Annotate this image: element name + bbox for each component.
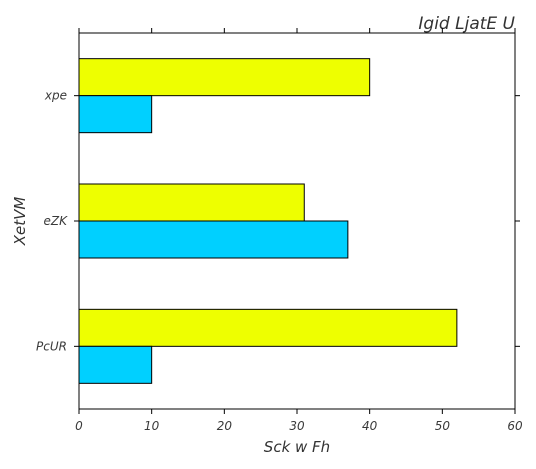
x-tick-label: 40 <box>362 419 378 433</box>
ticks-layer: xpe eZK PcUR 0 10 20 30 40 50 60 <box>36 28 523 433</box>
bar-xpe-series-1 <box>78 58 371 97</box>
x-tick-label: 10 <box>144 419 160 433</box>
x-tick-label: 60 <box>507 419 523 433</box>
y-tick-label: xpe <box>44 89 67 103</box>
bar-PcUR-series-1 <box>78 308 458 347</box>
x-tick-label: 0 <box>75 419 83 433</box>
x-tick-label: 20 <box>217 419 233 433</box>
x-axis-title: Sck w Fh <box>264 438 330 456</box>
chart-title: Igid LjatE U <box>418 14 515 34</box>
bar-PcUR-series-2 <box>78 345 153 384</box>
y-axis-title: XetVM <box>11 197 29 247</box>
bars-layer <box>78 58 458 384</box>
x-tick-label: 30 <box>289 419 305 433</box>
y-tick-label: PcUR <box>36 339 67 353</box>
bar-eZK-series-2 <box>78 220 349 259</box>
bar-xpe-series-2 <box>78 95 153 134</box>
y-tick-label: eZK <box>44 214 69 228</box>
x-tick-label: 50 <box>435 419 451 433</box>
bar-eZK-series-1 <box>78 183 305 222</box>
